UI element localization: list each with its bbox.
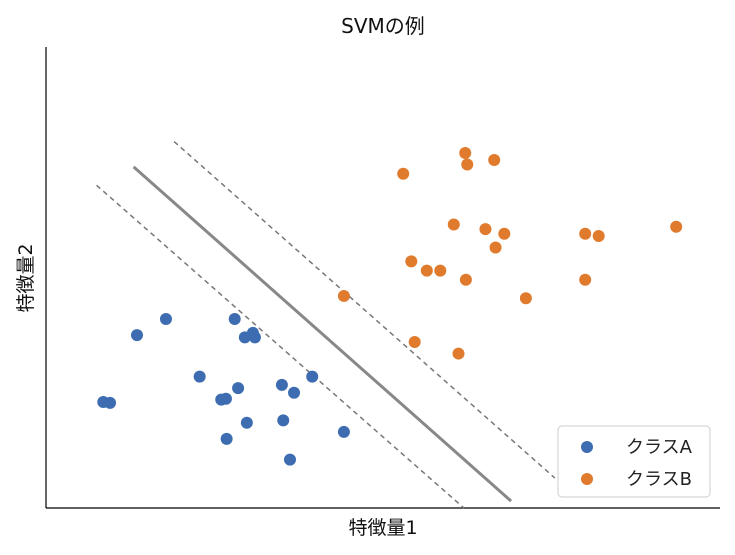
data-point-class-a: [219, 392, 232, 405]
data-point-class-a: [104, 396, 117, 409]
legend-box: [557, 425, 711, 498]
data-point-class-a: [306, 370, 319, 383]
data-point-class-b: [434, 264, 447, 277]
data-point-class-a: [248, 331, 261, 344]
legend-marker-class-b: [581, 473, 593, 485]
data-point-class-b: [397, 167, 410, 180]
margin-lower-line: [96, 184, 465, 509]
decision-boundary-line: [132, 165, 513, 503]
data-point-class-b: [461, 158, 474, 171]
data-point-class-a: [159, 312, 172, 325]
data-point-class-a: [130, 329, 143, 342]
data-point-class-a: [337, 425, 350, 438]
data-point-class-a: [275, 378, 288, 391]
legend: クラスA クラスB: [557, 425, 711, 498]
legend-marker-class-a: [581, 441, 593, 453]
data-point-class-b: [498, 227, 511, 240]
legend-label-class-a: クラスA: [626, 437, 693, 458]
legend-label-class-b: クラスB: [626, 469, 692, 490]
margin-upper-line: [173, 140, 556, 479]
data-point-class-b: [447, 218, 460, 231]
data-point-class-b: [519, 292, 532, 305]
data-point-class-b: [337, 289, 350, 302]
data-point-class-a: [220, 432, 233, 445]
data-point-class-a: [193, 370, 206, 383]
data-point-class-b: [579, 273, 592, 286]
boundary-lines: [96, 140, 556, 509]
data-point-class-b: [670, 220, 683, 233]
x-axis-label: 特徴量1: [348, 517, 417, 539]
data-points: [97, 147, 683, 466]
chart-title: SVMの例: [341, 14, 425, 38]
data-point-class-b: [479, 223, 492, 236]
data-point-class-b: [420, 264, 433, 277]
plot-area: [45, 47, 720, 509]
data-point-class-b: [459, 273, 472, 286]
data-point-class-a: [283, 453, 296, 466]
data-point-class-b: [579, 227, 592, 240]
data-point-class-b: [592, 230, 605, 243]
data-point-class-b: [452, 347, 465, 360]
data-point-class-b: [459, 147, 472, 160]
data-point-class-a: [240, 416, 253, 429]
data-point-class-a: [232, 382, 245, 395]
data-point-class-b: [488, 153, 501, 166]
data-point-class-a: [228, 312, 241, 325]
data-point-class-a: [277, 414, 290, 427]
data-point-class-b: [489, 241, 502, 254]
data-point-class-a: [288, 386, 301, 399]
data-point-class-b: [405, 255, 418, 268]
y-axis-label: 特徴量2: [15, 243, 37, 312]
data-point-class-b: [408, 336, 421, 349]
